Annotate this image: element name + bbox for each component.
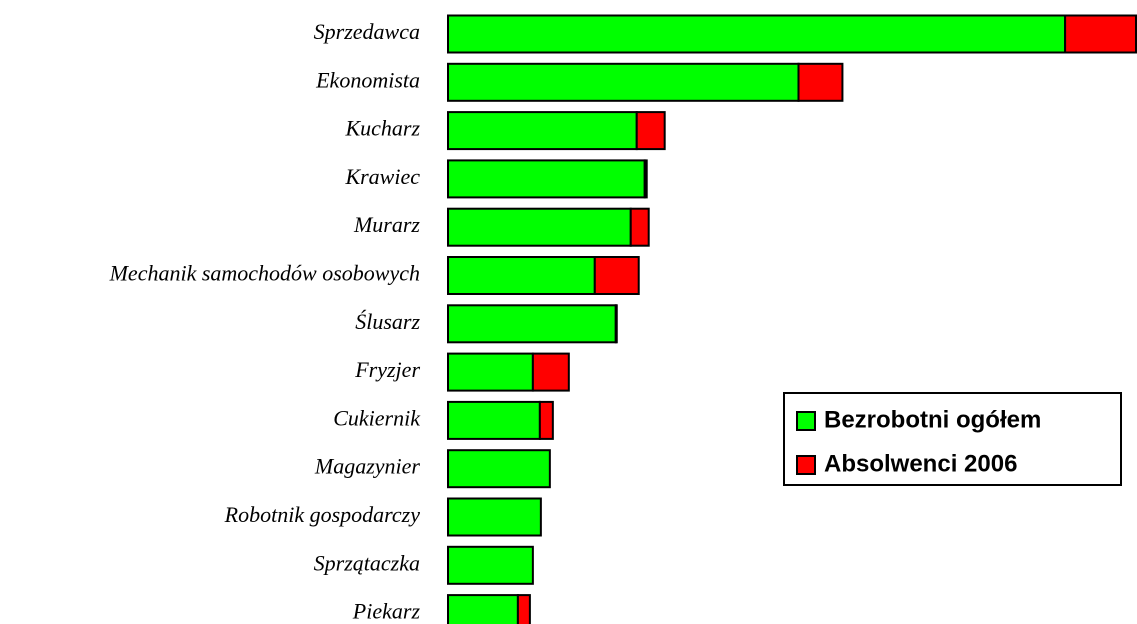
bar-segment: [447, 256, 596, 295]
category-label: Murarz: [353, 212, 420, 237]
legend-swatch: [796, 455, 816, 475]
category-label: Kucharz: [344, 116, 420, 141]
legend-swatch: [796, 411, 816, 431]
bar-segment: [629, 207, 650, 247]
category-label: Cukiernik: [333, 405, 421, 430]
category-label: Fryzjer: [354, 357, 420, 382]
category-label: Ekonomista: [315, 67, 420, 92]
bar-segment: [1064, 14, 1137, 54]
bar-segment: [447, 207, 632, 247]
bar-segment: [447, 400, 541, 440]
category-label: Mechanik samochodów osobowych: [109, 261, 420, 286]
bar-segment: [447, 352, 534, 392]
legend-box: [783, 392, 1122, 486]
bar-segment: [447, 111, 638, 151]
bar-segment: [593, 256, 640, 295]
legend-label: Bezrobotni ogółem: [824, 406, 1041, 433]
category-label: Robotnik gospodarczy: [224, 502, 421, 527]
bar-segment: [447, 497, 542, 537]
category-label: Sprzątaczka: [314, 550, 420, 575]
bar-segment: [447, 14, 1067, 54]
bar-segment: [797, 62, 844, 102]
bar-segment: [447, 62, 800, 102]
bar-segment: [614, 304, 618, 344]
category-label: Krawiec: [344, 164, 420, 189]
bar-segment: [447, 159, 646, 199]
bar-segment: [531, 352, 570, 392]
category-label: Ślusarz: [355, 309, 420, 334]
category-label: Piekarz: [352, 599, 421, 624]
bar-segment: [447, 304, 617, 344]
category-label: Sprzedawca: [314, 19, 420, 44]
bar-segment: [447, 545, 534, 585]
bar-segment: [447, 449, 551, 489]
category-label: Magazynier: [314, 454, 421, 479]
bar-segment: [516, 594, 531, 624]
bar-segment: [643, 159, 648, 199]
bar-segment: [538, 400, 554, 440]
bar-segment: [635, 111, 666, 151]
bar-segment: [447, 594, 519, 624]
legend-label: Absolwenci 2006: [824, 450, 1017, 477]
